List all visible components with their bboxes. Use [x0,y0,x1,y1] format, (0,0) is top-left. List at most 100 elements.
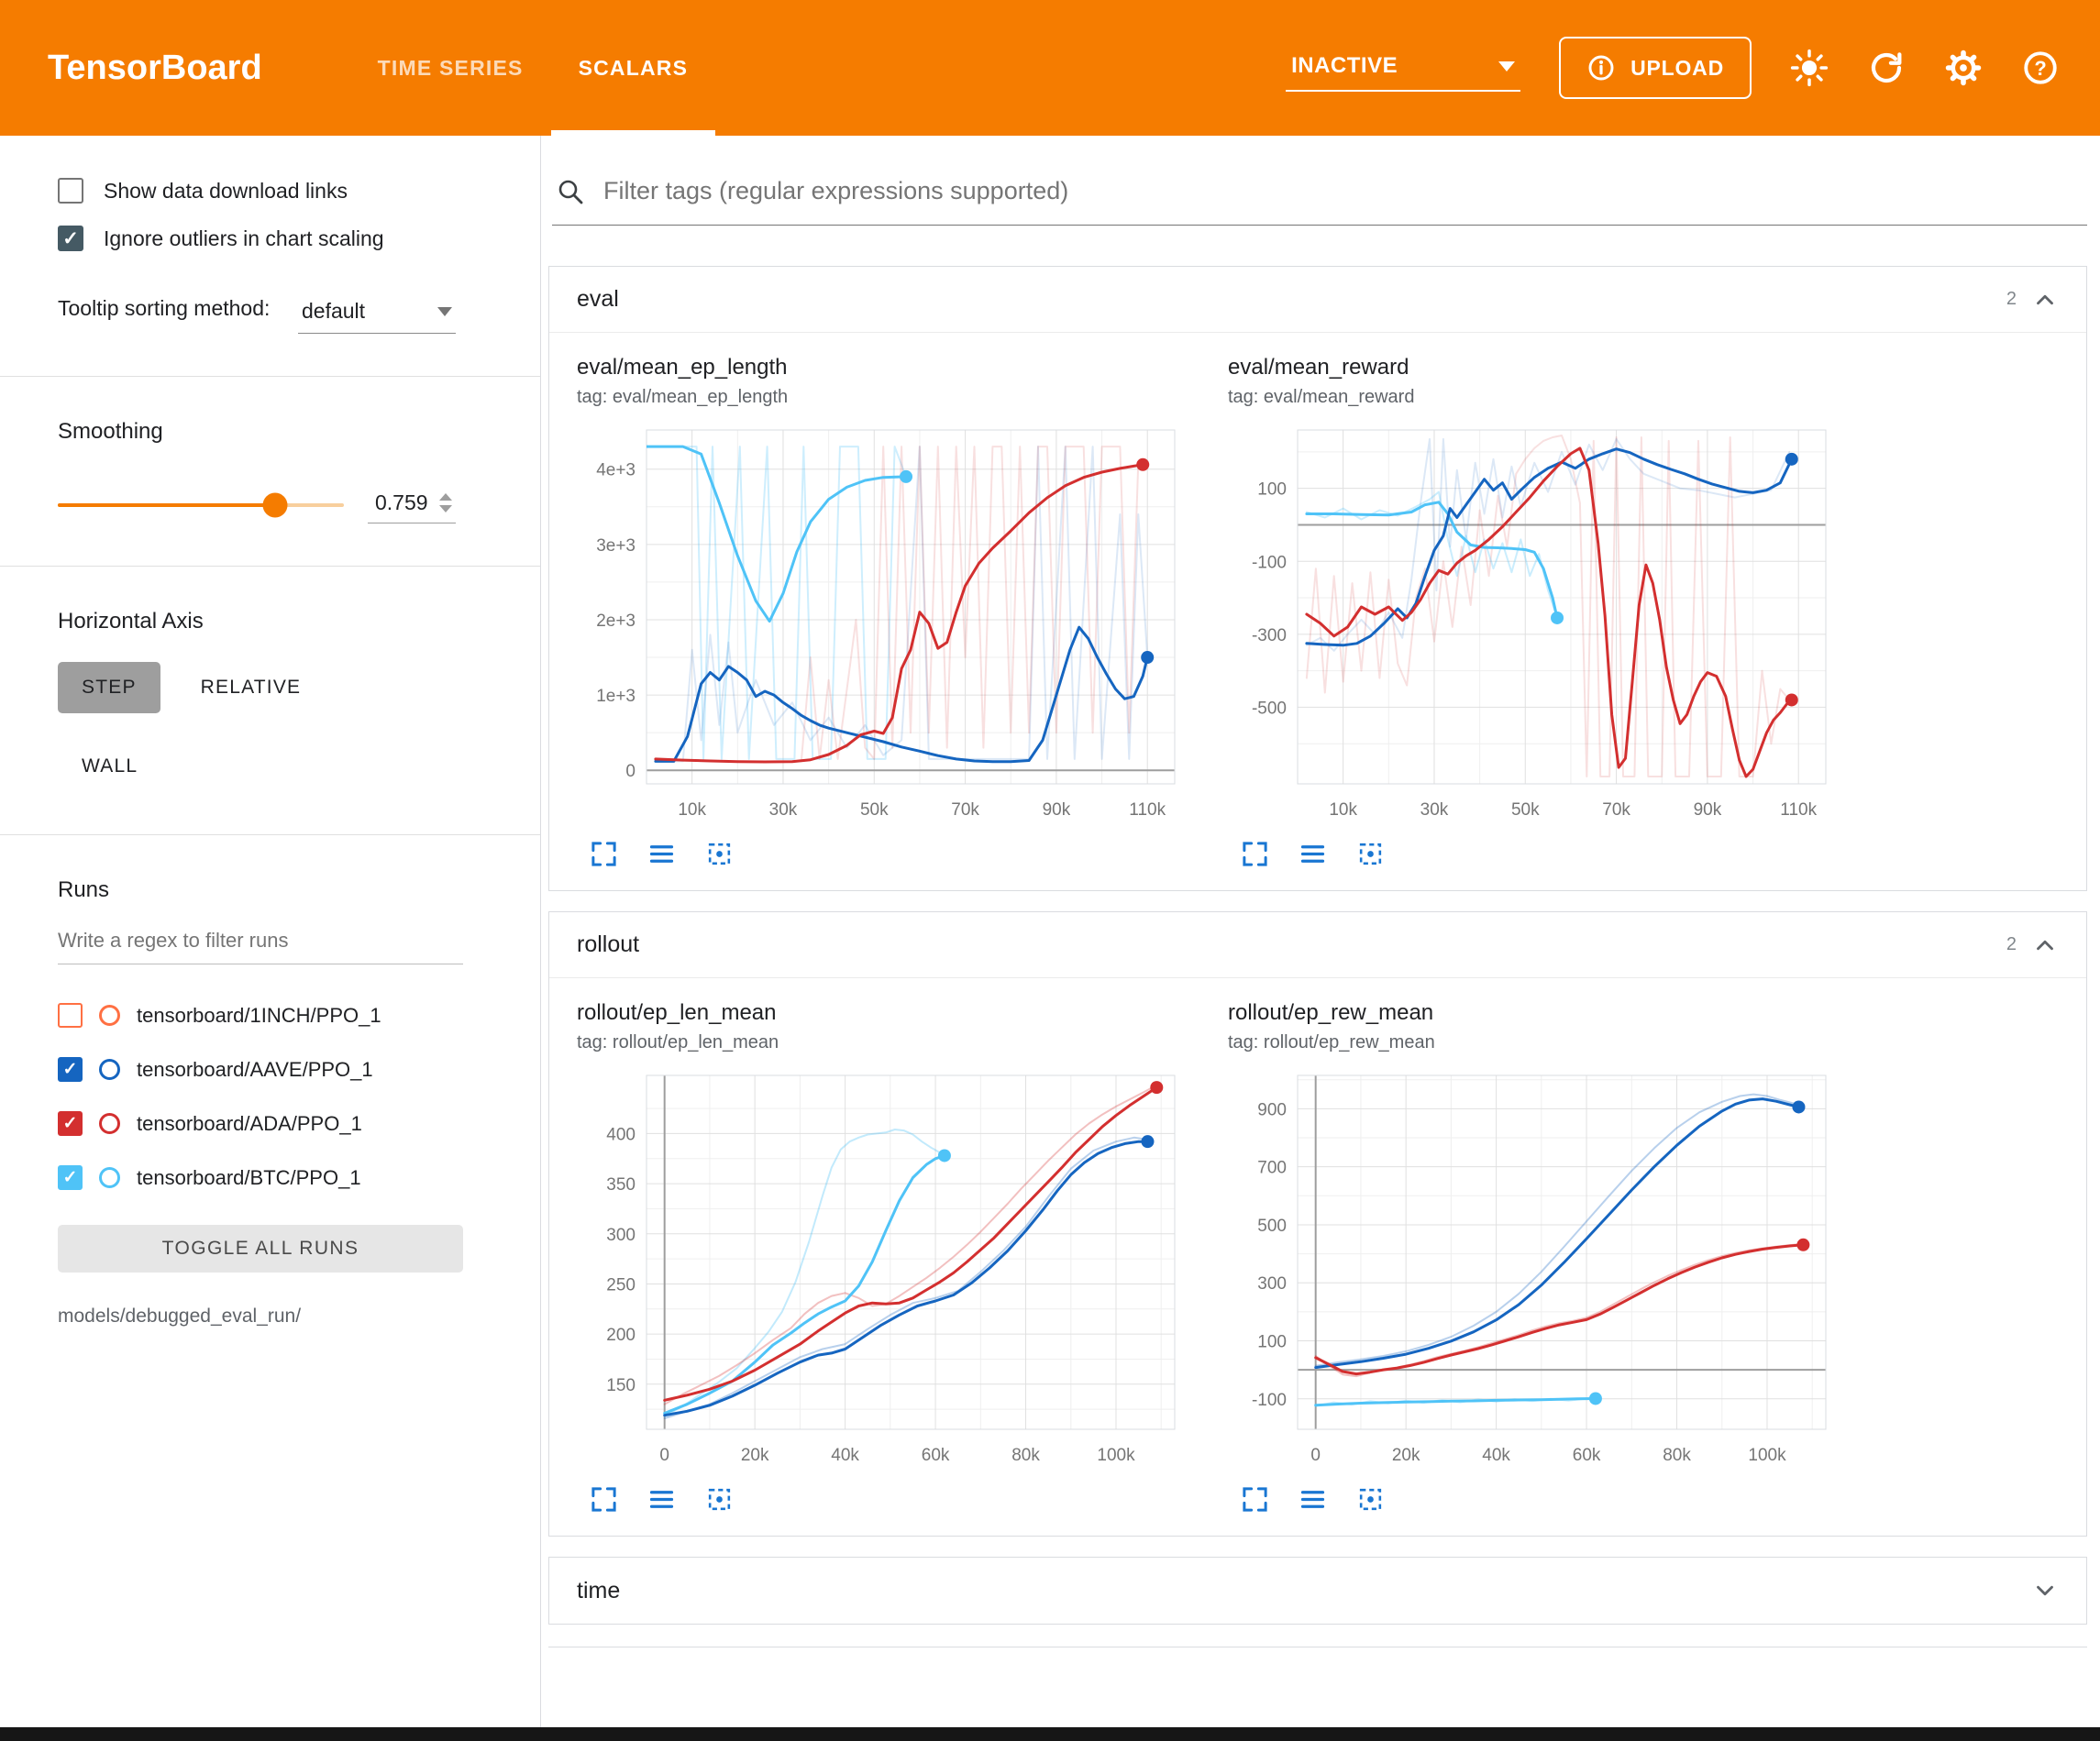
axis-step-button[interactable]: STEP [58,662,160,713]
smoothing-value-input[interactable]: 0.759 [368,487,456,523]
tooltip-sorting-select[interactable]: default [298,295,456,334]
chart-tag: tag: eval/mean_ep_length [577,387,789,407]
section-time: time [548,1557,2087,1625]
run-color-circle[interactable] [99,1005,120,1026]
slider-fill [58,503,276,507]
smoothing-label: Smoothing [58,419,163,444]
runs-list-icon[interactable] [1299,1485,1327,1514]
svg-text:250: 250 [606,1275,636,1295]
stepper-down-icon[interactable] [438,505,452,512]
stepper-up-icon[interactable] [438,493,452,501]
fit-domain-icon[interactable] [705,840,734,868]
axis-wall-button[interactable]: WALL [58,741,161,792]
chart-tag: tag: rollout/ep_rew_mean [1228,1032,1435,1052]
slider-thumb[interactable] [262,492,288,518]
runs-list-icon[interactable] [647,840,676,868]
number-stepper[interactable] [438,493,452,512]
smoothing-slider[interactable] [58,492,344,518]
show-download-links-checkbox[interactable] [58,178,83,204]
fit-domain-icon[interactable] [705,1485,734,1514]
chart-canvas[interactable]: 10k 30k 50k 70k 90k 110k 0 1e+3 2e+3 3e+3 4e+3 [577,415,1228,834]
chevron-down-icon [437,306,452,316]
section-name: time [577,1577,621,1603]
runs-list-icon[interactable] [1299,840,1327,868]
run-color-circle[interactable] [99,1113,120,1134]
expand-icon[interactable] [1241,1485,1269,1514]
run-item[interactable]: ✓ tensorboard/AAVE/PPO_1 [58,1042,509,1096]
runs-filter-input[interactable] [58,918,463,964]
fit-domain-icon[interactable] [1356,840,1385,868]
chevron-up-icon[interactable] [2031,286,2059,314]
filter-tags-input[interactable] [602,176,2083,206]
tab-scalars[interactable]: SCALARS [550,0,716,136]
run-label: tensorboard/ADA/PPO_1 [137,1111,362,1135]
header: TensorBoard TIME SERIES SCALARS INACTIVE… [0,0,2100,136]
run-color-circle[interactable] [99,1167,120,1188]
section-count: 2 [2006,289,2017,309]
axis-buttons-row-1: STEP RELATIVE [58,662,509,713]
chevron-down-icon[interactable] [2031,1577,2059,1604]
show-download-links-row[interactable]: Show data download links [58,178,509,204]
run-item[interactable]: ✓ tensorboard/BTC/PPO_1 [58,1151,509,1205]
svg-text:150: 150 [606,1376,636,1395]
chart-widget: rollout/ep_len_mean tag: rollout/ep_len_… [577,1000,1228,1514]
chevron-up-icon[interactable] [2031,931,2059,959]
chart-canvas[interactable]: 10k 30k 50k 70k 90k 110k 100 -100 -300 -500 [1228,415,1879,834]
svg-text:10k: 10k [678,800,706,820]
info-icon [1588,55,1614,81]
settings-icon[interactable] [1944,49,1983,87]
svg-text:20k: 20k [741,1446,769,1465]
axis-relative-button[interactable]: RELATIVE [177,662,326,713]
svg-text:90k: 90k [1043,800,1071,820]
chart-toolbar [1241,840,1879,868]
section-time-header[interactable]: time [549,1558,2086,1624]
ignore-outliers-checkbox[interactable]: ✓ [58,226,83,251]
run-checkbox[interactable]: ✓ [58,1165,83,1190]
svg-text:100: 100 [1257,480,1287,500]
chart-canvas[interactable]: 0 20k 40k 60k 80k 100k -100 100 300 500 700 900 [1228,1061,1879,1480]
help-icon[interactable]: ? [2021,49,2060,87]
header-tabs: TIME SERIES SCALARS [350,0,715,136]
expand-icon[interactable] [1241,840,1269,868]
expand-icon[interactable] [590,1485,618,1514]
svg-text:900: 900 [1257,1100,1287,1119]
svg-text:60k: 60k [1573,1446,1601,1465]
brightness-icon[interactable] [1790,49,1829,87]
svg-text:-300: -300 [1252,626,1287,645]
status-dropdown[interactable]: INACTIVE [1286,44,1521,92]
chart-widget: rollout/ep_rew_mean tag: rollout/ep_rew_… [1228,1000,1879,1514]
svg-text:90k: 90k [1694,800,1722,820]
general-settings-section: Show data download links ✓ Ignore outlie… [0,136,540,377]
run-checkbox[interactable] [58,1003,83,1028]
run-item[interactable]: ✓ tensorboard/ADA/PPO_1 [58,1096,509,1151]
rollout-charts-row: rollout/ep_len_mean tag: rollout/ep_len_… [549,978,2086,1536]
chart-toolbar [590,1485,1228,1514]
svg-text:?: ? [2034,57,2046,80]
run-item[interactable]: tensorboard/1INCH/PPO_1 [58,988,509,1042]
chart-toolbar [1241,1485,1879,1514]
tab-time-series[interactable]: TIME SERIES [377,55,524,80]
toggle-all-runs-button[interactable]: TOGGLE ALL RUNS [58,1225,463,1273]
run-checkbox[interactable]: ✓ [58,1057,83,1082]
upload-button[interactable]: UPLOAD [1559,37,1752,99]
ignore-outliers-row[interactable]: ✓ Ignore outliers in chart scaling [58,226,509,251]
svg-text:-100: -100 [1252,553,1287,572]
svg-text:30k: 30k [1420,800,1449,820]
run-color-circle[interactable] [99,1059,120,1080]
svg-text:110k: 110k [1780,800,1817,820]
section-eval-header[interactable]: eval 2 [549,267,2086,333]
chart-title: rollout/ep_len_mean [577,1000,777,1025]
section-rollout-header[interactable]: rollout 2 [549,912,2086,978]
svg-text:100k: 100k [1097,1446,1135,1465]
run-label: tensorboard/AAVE/PPO_1 [137,1057,373,1081]
fit-domain-icon[interactable] [1356,1485,1385,1514]
runs-list-icon[interactable] [647,1485,676,1514]
content: Show data download links ✓ Ignore outlie… [0,136,2100,1741]
expand-icon[interactable] [590,840,618,868]
refresh-icon[interactable] [1867,49,1906,87]
smoothing-section: Smoothing 0.759 [0,377,540,567]
chart-canvas[interactable]: 0 20k 40k 60k 80k 100k 150 200 250 300 350 400 [577,1061,1228,1480]
svg-text:50k: 50k [860,800,889,820]
chart-widget: eval/mean_ep_length tag: eval/mean_ep_le… [577,355,1228,868]
run-checkbox[interactable]: ✓ [58,1111,83,1136]
